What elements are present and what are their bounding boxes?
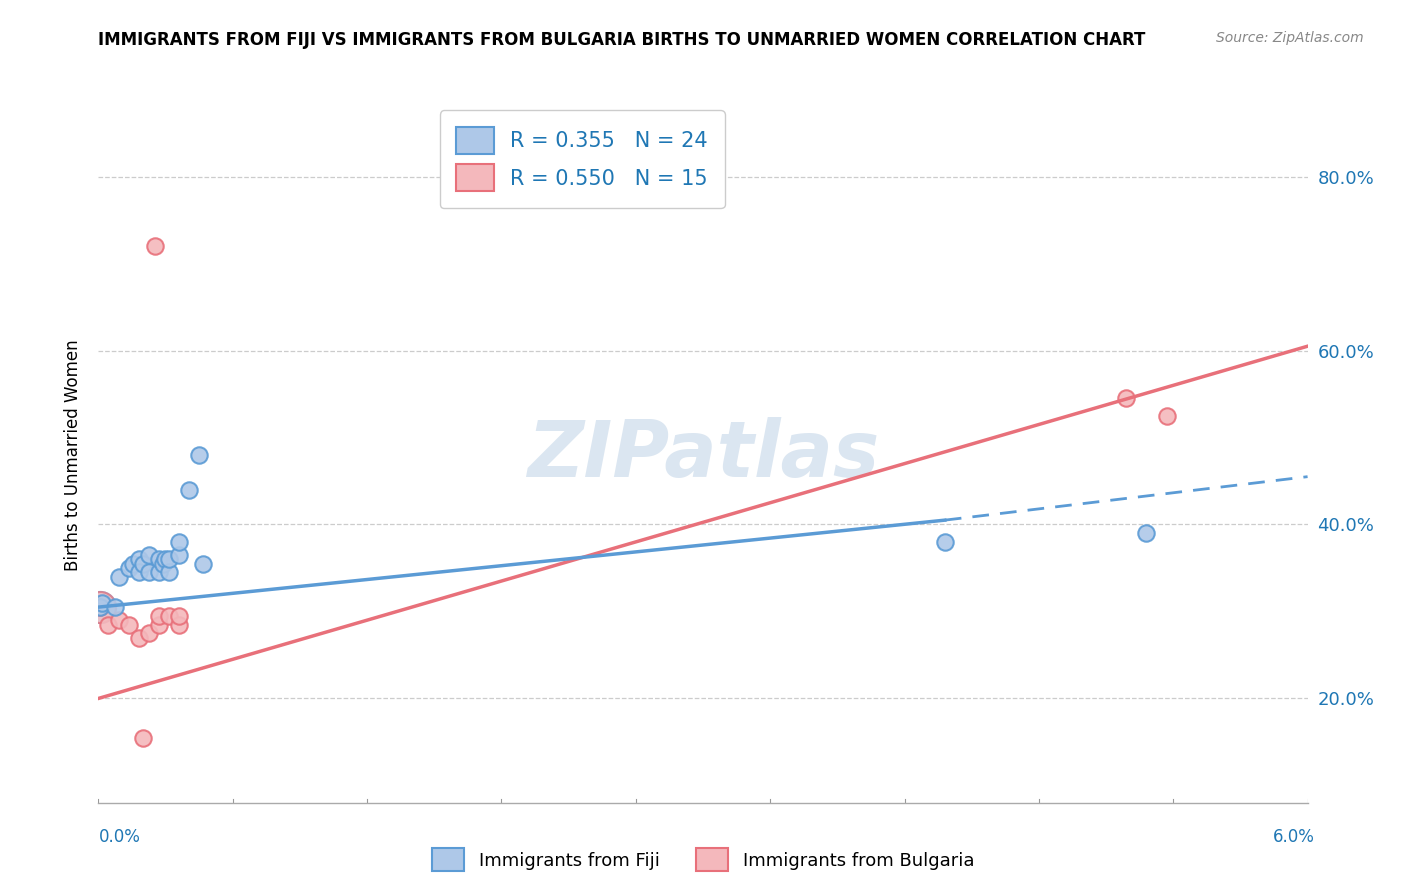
Text: 6.0%: 6.0%: [1272, 828, 1315, 846]
Point: [1156, 409, 1178, 423]
Point: [157, 552, 180, 566]
Point: [167, 534, 190, 549]
Point: [148, 608, 170, 623]
Point: [148, 552, 170, 566]
Point: [138, 548, 160, 562]
Point: [128, 552, 150, 566]
Point: [167, 548, 190, 562]
Legend: Immigrants from Fiji, Immigrants from Bulgaria: Immigrants from Fiji, Immigrants from Bu…: [425, 841, 981, 879]
Point: [97, 617, 120, 632]
Point: [103, 600, 125, 615]
Point: [89, 600, 111, 615]
Point: [128, 631, 150, 645]
Point: [157, 566, 180, 580]
Text: Source: ZipAtlas.com: Source: ZipAtlas.com: [1216, 31, 1364, 45]
Point: [143, 239, 166, 253]
Point: [132, 731, 155, 745]
Point: [138, 626, 160, 640]
Point: [89, 600, 111, 615]
Point: [138, 566, 160, 580]
Point: [107, 613, 129, 627]
Text: IMMIGRANTS FROM FIJI VS IMMIGRANTS FROM BULGARIA BIRTHS TO UNMARRIED WOMEN CORRE: IMMIGRANTS FROM FIJI VS IMMIGRANTS FROM …: [98, 31, 1146, 49]
Point: [152, 557, 174, 571]
Point: [128, 566, 150, 580]
Point: [91, 596, 114, 610]
Y-axis label: Births to Unmarried Women: Births to Unmarried Women: [63, 339, 82, 571]
Point: [193, 557, 215, 571]
Point: [118, 617, 141, 632]
Point: [107, 570, 129, 584]
Point: [148, 566, 170, 580]
Text: 0.0%: 0.0%: [98, 828, 141, 846]
Point: [148, 617, 170, 632]
Text: ZIPatlas: ZIPatlas: [527, 417, 879, 493]
Point: [167, 617, 190, 632]
Point: [153, 552, 176, 566]
Point: [934, 534, 956, 549]
Point: [167, 608, 190, 623]
Point: [188, 448, 211, 462]
Point: [89, 600, 111, 615]
Point: [121, 557, 143, 571]
Point: [89, 600, 111, 615]
Point: [118, 561, 141, 575]
Point: [132, 557, 155, 571]
Point: [1135, 526, 1157, 541]
Point: [157, 608, 180, 623]
Point: [1115, 392, 1137, 406]
Point: [179, 483, 201, 497]
Legend: R = 0.355   N = 24, R = 0.550   N = 15: R = 0.355 N = 24, R = 0.550 N = 15: [440, 111, 724, 208]
